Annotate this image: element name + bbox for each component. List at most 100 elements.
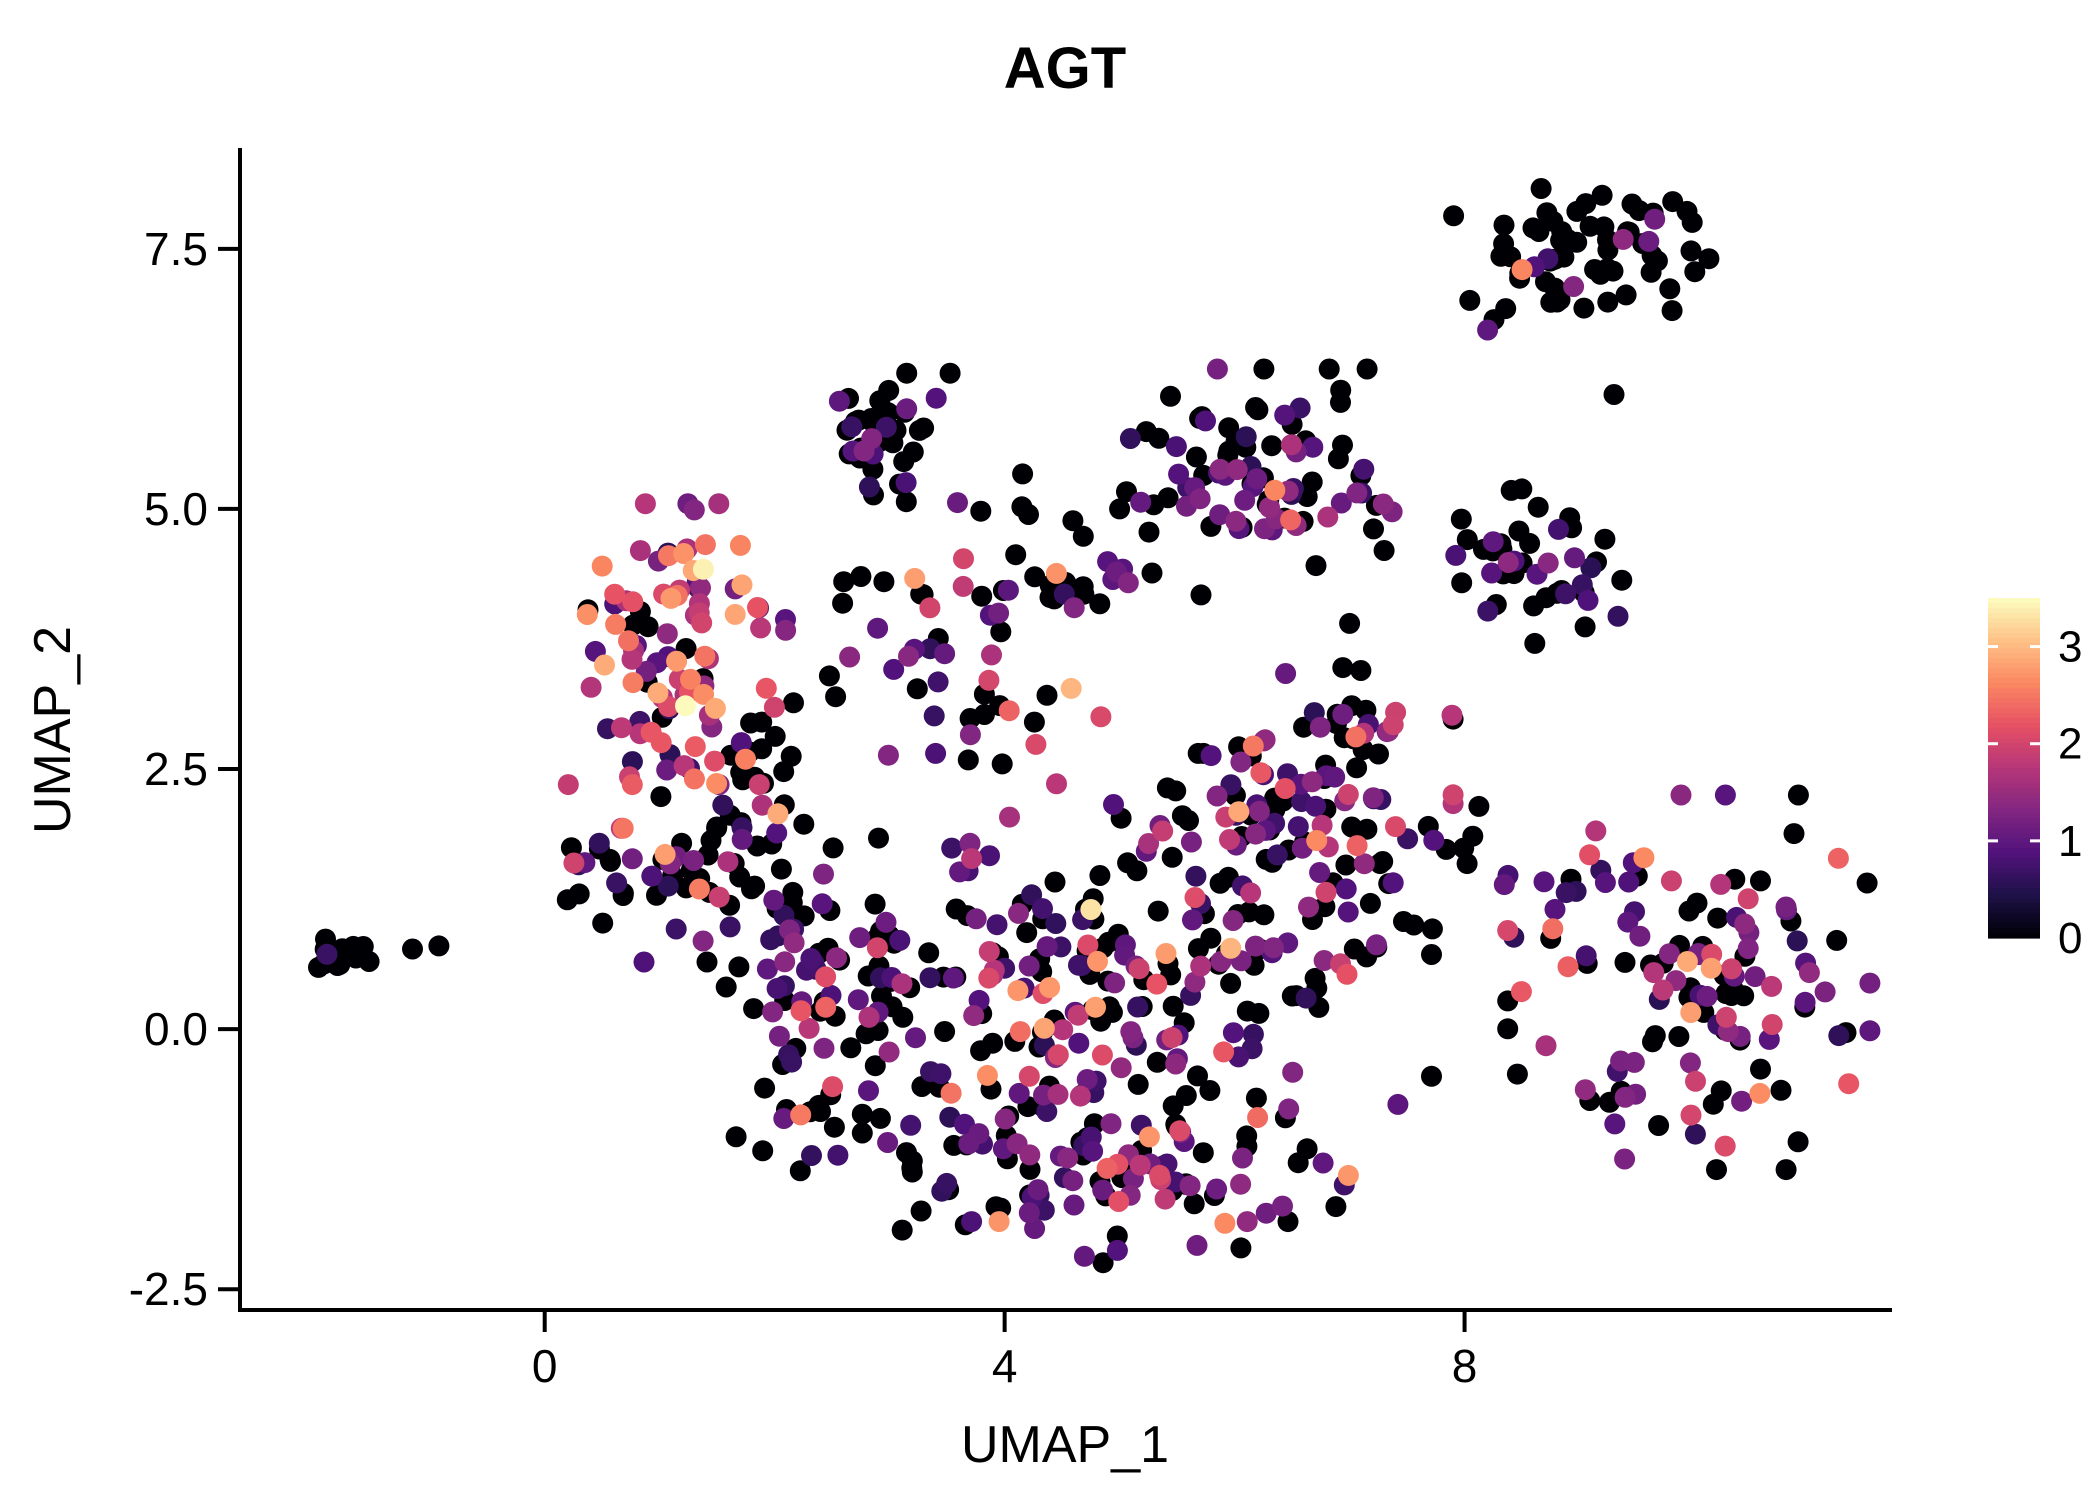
data-point (594, 654, 615, 676)
data-point (1287, 816, 1309, 838)
data-point (1594, 528, 1616, 550)
colorbar-gradient-segment (1988, 648, 2040, 654)
data-point (896, 398, 918, 420)
data-point (1245, 1087, 1267, 1109)
data-point (1259, 496, 1280, 518)
data-point (1108, 1191, 1130, 1212)
data-point (774, 951, 796, 973)
data-point (576, 604, 598, 625)
colorbar-gradient-segment (1988, 803, 2040, 809)
data-point (1618, 871, 1640, 893)
colorbar-gradient-segment (1988, 633, 2040, 639)
data-point (1564, 547, 1585, 569)
data-point (961, 1211, 983, 1233)
data-point (959, 832, 981, 854)
tick-label: 7.5 (144, 223, 208, 275)
data-point (957, 749, 979, 771)
data-point (728, 956, 750, 978)
data-point (1686, 892, 1708, 914)
data-point (811, 893, 833, 915)
data-point (1092, 1179, 1114, 1201)
tick-label: 0.0 (144, 1003, 208, 1055)
data-point (781, 1051, 803, 1073)
data-point (1019, 1158, 1041, 1180)
colorbar-gradient-segment (1988, 793, 2040, 799)
data-point (1573, 297, 1595, 319)
data-point (1659, 278, 1681, 300)
data-point (706, 773, 728, 794)
data-point (1025, 733, 1047, 755)
data-point (1731, 1090, 1753, 1112)
data-point (1750, 1058, 1771, 1080)
colorbar-gradient-segment (1988, 918, 2040, 924)
data-point (878, 379, 900, 401)
data-point (1680, 1104, 1702, 1126)
data-point (1421, 918, 1443, 940)
colorbar-gradient-segment (1988, 738, 2040, 744)
data-point (1553, 246, 1575, 268)
data-point (949, 861, 971, 883)
data-point (688, 878, 710, 900)
data-point (1385, 816, 1406, 838)
data-point (675, 695, 696, 717)
data-point (684, 736, 706, 758)
data-point (1280, 434, 1302, 456)
data-point (1536, 202, 1558, 224)
data-point (1707, 907, 1729, 929)
colorbar-gradient-segment (1988, 888, 2040, 894)
data-point (1594, 872, 1616, 893)
data-point (1129, 1154, 1151, 1176)
data-point (1684, 1123, 1706, 1145)
data-point (1443, 205, 1465, 227)
data-point (896, 362, 918, 384)
data-point (1533, 871, 1555, 893)
data-point (1710, 1080, 1732, 1102)
colorbar-gradient-segment (1988, 723, 2040, 729)
data-point (918, 942, 940, 964)
data-point (1603, 384, 1625, 405)
data-point (1510, 981, 1532, 1003)
data-point (1662, 191, 1684, 213)
data-point (1180, 831, 1202, 853)
data-point (1073, 1245, 1095, 1267)
data-point (1039, 977, 1061, 998)
data-point (1220, 937, 1242, 959)
data-point (660, 587, 682, 609)
data-point (1633, 847, 1655, 869)
data-point (1165, 436, 1187, 458)
data-point (1714, 1135, 1736, 1157)
colorbar-gradient-segment (1988, 708, 2040, 714)
data-point (1373, 540, 1395, 561)
data-point (690, 577, 711, 599)
data-point (654, 843, 676, 865)
data-point (1442, 784, 1464, 806)
data-point (1555, 583, 1577, 605)
data-point (827, 1144, 849, 1166)
data-point (1859, 972, 1881, 994)
data-point (1350, 660, 1372, 681)
data-point (971, 585, 993, 607)
data-point (729, 534, 751, 556)
data-point (998, 700, 1020, 722)
data-point (1497, 552, 1519, 573)
data-point (1524, 632, 1546, 654)
data-point (683, 850, 705, 871)
data-point (808, 1094, 830, 1116)
data-point (692, 558, 714, 580)
colorbar-gradient-segment (1988, 898, 2040, 904)
data-point (1209, 458, 1231, 480)
data-point (1152, 820, 1174, 842)
data-point (1302, 436, 1324, 458)
chart-title: AGT (1004, 36, 1126, 101)
data-point (725, 1126, 747, 1148)
data-point (1591, 184, 1613, 206)
colorbar-gradient-segment (1988, 623, 2040, 629)
data-point (1225, 510, 1247, 532)
data-point (1149, 1164, 1171, 1186)
data-point (1346, 482, 1368, 504)
data-point (1186, 1234, 1208, 1256)
data-point (1548, 518, 1569, 540)
data-point (1317, 506, 1339, 528)
data-point (592, 912, 614, 934)
